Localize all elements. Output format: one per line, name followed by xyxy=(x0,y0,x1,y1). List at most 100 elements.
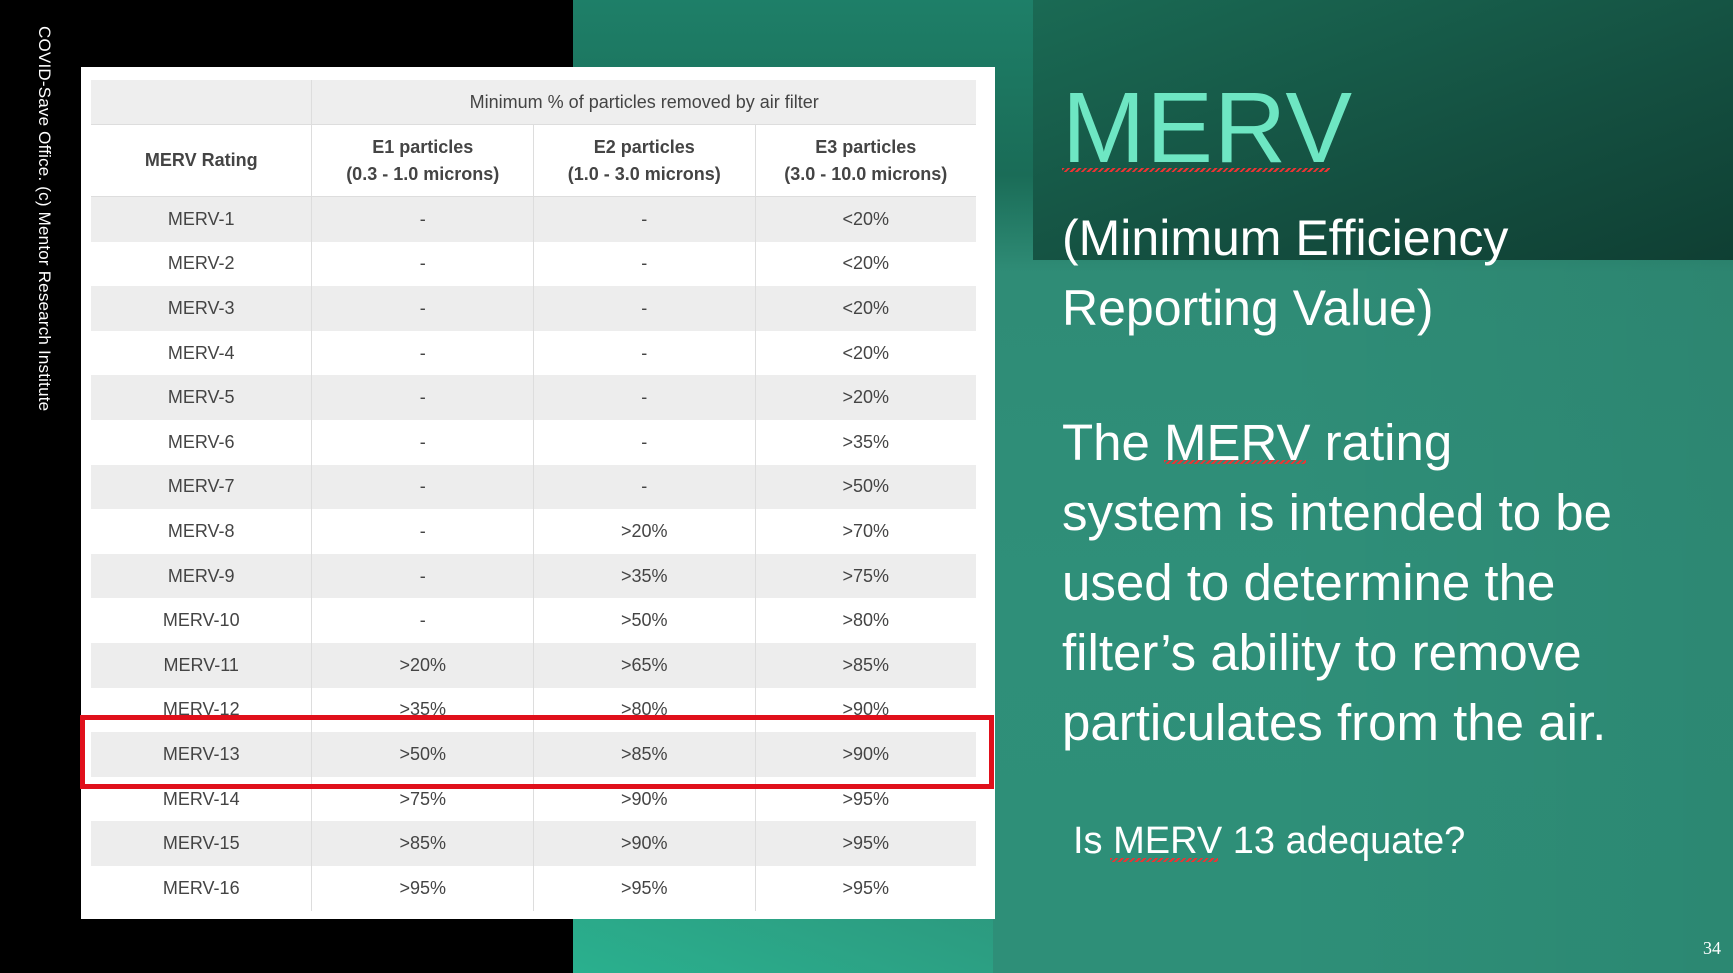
table-cell: >80% xyxy=(755,598,976,643)
table-cell: >20% xyxy=(533,509,756,554)
body-line: filter’s ability to remove xyxy=(1062,624,1582,681)
table-cell: MERV-8 xyxy=(91,509,313,554)
merv-table-card: Minimum % of particles removed by air fi… xyxy=(81,67,995,919)
table-cell: >50% xyxy=(311,732,534,777)
merv-13-highlight-box xyxy=(80,715,994,789)
body-line: used to determine the xyxy=(1062,554,1556,611)
subtitle-line: Reporting Value) xyxy=(1062,280,1434,336)
table-cell: >50% xyxy=(755,464,976,510)
column-header-e3: E3 particles (3.0 - 10.0 microns) xyxy=(755,124,976,197)
spellcheck-underline xyxy=(1164,460,1306,464)
table-cell: <20% xyxy=(755,330,976,376)
table-cell: MERV-11 xyxy=(91,642,313,688)
table-cell: - xyxy=(533,196,756,242)
slide-title: MERV xyxy=(1062,72,1354,184)
table-row: MERV-8- >20% >70% xyxy=(91,509,976,554)
table-cell: - xyxy=(311,196,534,242)
table-cell: - xyxy=(533,464,756,510)
table-cell: - xyxy=(311,598,534,643)
group-header: Minimum % of particles removed by air fi… xyxy=(311,80,976,125)
subtitle-line: (Minimum Efficiency xyxy=(1062,210,1509,266)
table-cell: >95% xyxy=(311,865,534,911)
table-row: MERV-1- - <20% xyxy=(91,196,976,242)
merv-table-body: MERV-1- - <20% MERV-2- - <20% MERV-3- - <20% MERV… xyxy=(91,196,976,911)
table-cell: - xyxy=(533,286,756,331)
column-header-label: E1 particles xyxy=(372,136,474,157)
table-row: MERV-15 >85% >90% >95% xyxy=(91,821,976,866)
table-cell: MERV-10 xyxy=(91,598,313,643)
table-cell: MERV-2 xyxy=(91,241,313,287)
table-cell: MERV-13 xyxy=(91,732,313,777)
table-cell: >35% xyxy=(533,553,756,599)
table-row: MERV-12 >35% >80% >90% xyxy=(91,687,976,733)
table-row: MERV-16 >95% >95% >95% xyxy=(91,865,976,911)
table-cell: <20% xyxy=(755,196,976,242)
table-cell: - xyxy=(533,375,756,420)
table-cell: >70% xyxy=(755,509,976,554)
table-cell: MERV-4 xyxy=(91,330,313,376)
table-cell: >65% xyxy=(533,642,756,688)
table-cell: - xyxy=(533,241,756,287)
column-header-range: (0.3 - 1.0 microns) xyxy=(346,163,500,184)
table-cell: - xyxy=(311,330,534,376)
slide-subtitle: (Minimum Efficiency Reporting Value) xyxy=(1062,203,1682,343)
table-cell: - xyxy=(311,375,534,420)
table-cell: - xyxy=(533,330,756,376)
table-cell: >80% xyxy=(533,687,756,733)
table-cell: >85% xyxy=(311,821,534,866)
table-row: MERV-13 >50% >85% >90% xyxy=(91,732,976,777)
table-cell: MERV-5 xyxy=(91,375,313,420)
page-number: 34 xyxy=(1703,938,1721,958)
table-row: MERV-7- - >50% xyxy=(91,464,976,510)
table-row: MERV-2- - <20% xyxy=(91,241,976,287)
table-cell: MERV-15 xyxy=(91,821,313,866)
table-row: MERV-10- >50% >80% xyxy=(91,598,976,643)
table-cell: <20% xyxy=(755,286,976,331)
table-cell: >95% xyxy=(533,865,756,911)
column-header-range: (3.0 - 10.0 microns) xyxy=(784,163,948,184)
table-row: MERV-9- >35% >75% xyxy=(91,553,976,599)
table-cell: >75% xyxy=(755,553,976,599)
table-cell: - xyxy=(533,419,756,465)
table-cell: >50% xyxy=(533,598,756,643)
spellcheck-underline xyxy=(1110,858,1218,862)
table-cell: MERV-3 xyxy=(91,286,313,331)
column-header-range: (1.0 - 3.0 microns) xyxy=(567,163,721,184)
table-cell: - xyxy=(311,553,534,599)
table-cell: - xyxy=(311,464,534,510)
table-cell: >35% xyxy=(755,419,976,465)
table-cell: MERV-7 xyxy=(91,464,313,510)
table-row: MERV-3- - <20% xyxy=(91,286,976,331)
body-line: particulates from the air. xyxy=(1062,694,1607,751)
table-row: MERV-6- - >35% xyxy=(91,419,976,465)
column-header-label: E2 particles xyxy=(593,136,695,157)
table-cell: >90% xyxy=(755,687,976,733)
table-cell: >20% xyxy=(311,642,534,688)
question-text: Is MERV 13 adequate? xyxy=(1073,820,1466,862)
header-blank-cell xyxy=(91,80,313,125)
table-cell: >90% xyxy=(755,732,976,777)
table-cell: >95% xyxy=(755,865,976,911)
table-cell: MERV-1 xyxy=(91,196,313,242)
table-cell: <20% xyxy=(755,241,976,287)
body-line: system is intended to be xyxy=(1062,484,1612,541)
vertical-credit-text: COVID-Save Office. (c) Mentor Research I… xyxy=(35,26,54,412)
table-cell: >35% xyxy=(311,687,534,733)
column-header-e2: E2 particles (1.0 - 3.0 microns) xyxy=(533,124,756,197)
table-cell: - xyxy=(311,419,534,465)
table-cell: >95% xyxy=(755,821,976,866)
table-cell: MERV-9 xyxy=(91,553,313,599)
table-row: MERV-5- - >20% xyxy=(91,375,976,420)
spellcheck-underline xyxy=(1062,168,1330,172)
table-cell: MERV-12 xyxy=(91,687,313,733)
column-header-label: MERV Rating xyxy=(144,150,258,170)
column-header-merv-rating: MERV Rating xyxy=(91,124,313,197)
slide-body-text: The MERV rating system is intended to be… xyxy=(1062,408,1722,758)
table-cell: - xyxy=(311,241,534,287)
table-row: MERV-4- - <20% xyxy=(91,330,976,376)
table-cell: >20% xyxy=(755,375,976,420)
column-header-e1: E1 particles (0.3 - 1.0 microns) xyxy=(311,124,534,197)
column-header-label: E3 particles xyxy=(815,136,917,157)
table-cell: MERV-6 xyxy=(91,419,313,465)
table-cell: - xyxy=(311,509,534,554)
